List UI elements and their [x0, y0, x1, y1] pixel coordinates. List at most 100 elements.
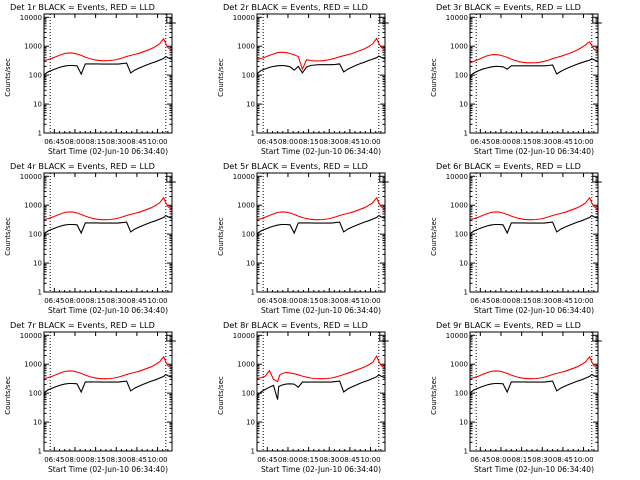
y-tick-label: 1 [38, 289, 42, 297]
interval-bracket-marker [592, 332, 602, 342]
y-tick-label: 100 [455, 72, 468, 80]
detector-panel: Det 7r BLACK = Events, RED = LLD Counts/s… [4, 320, 176, 474]
y-tick-label: 100 [242, 72, 255, 80]
y-tick-label: 1 [38, 448, 42, 456]
y-tick-label: 1000 [450, 43, 468, 51]
y-tick-label: 10000 [20, 14, 42, 22]
x-tick-label: 08:45 [340, 138, 360, 146]
events-series-line [257, 55, 385, 79]
x-tick-label: 08:00 [491, 138, 511, 146]
plot-frame [256, 172, 386, 293]
interval-bracket-marker [379, 332, 389, 342]
y-tick-label: 10000 [446, 332, 468, 340]
interval-bracket-marker [166, 173, 176, 183]
panel-title: Det 8r BLACK = Events, RED = LLD [223, 320, 368, 330]
y-tick-label: 1 [251, 289, 255, 297]
events-series-line [44, 373, 172, 398]
y-tick-label: 100 [29, 72, 42, 80]
y-tick-label: 100 [29, 231, 42, 239]
panel-title: Det 5r BLACK = Events, RED = LLD [223, 161, 368, 171]
x-tick-label: 08:15 [86, 456, 106, 464]
x-tick-label: 08:45 [127, 456, 147, 464]
y-tick-label: 10000 [446, 14, 468, 22]
panel-title: Det 7r BLACK = Events, RED = LLD [10, 320, 155, 330]
plot-frame [469, 13, 599, 134]
y-tick-label: 10 [246, 260, 255, 268]
panel-title: Det 1r BLACK = Events, RED = LLD [10, 2, 155, 12]
x-tick-label: 08:00 [491, 297, 511, 305]
y-axis-label: Counts/sec [430, 376, 438, 415]
x-axis-label: Start Time (02-Jun-10 06:34:40) [48, 147, 168, 156]
y-tick-label: 100 [242, 390, 255, 398]
lld-series-line [257, 355, 385, 383]
detector-panel: Det 5r BLACK = Events, RED = LLD Counts/s… [217, 161, 389, 315]
x-tick-label: 08:45 [340, 297, 360, 305]
interval-bracket-marker [166, 332, 176, 342]
x-tick-label: 10:00 [360, 138, 380, 146]
plot-frame [256, 331, 386, 452]
y-tick-label: 10 [33, 260, 42, 268]
events-series-line [257, 214, 385, 239]
y-tick-label: 1 [251, 448, 255, 456]
plot-frame [43, 331, 173, 452]
x-tick-label: 08:30 [106, 297, 126, 305]
y-axis-label: Counts/sec [4, 217, 12, 256]
x-tick-label: 08:15 [86, 297, 106, 305]
y-tick-label: 1000 [237, 43, 255, 51]
x-axis-label: Start Time (02-Jun-10 06:34:40) [261, 465, 381, 474]
y-tick-label: 10000 [446, 173, 468, 181]
y-tick-label: 100 [29, 390, 42, 398]
y-axis-label: Counts/sec [430, 58, 438, 97]
lld-series-line [44, 37, 172, 62]
panel-title: Det 9r BLACK = Events, RED = LLD [436, 320, 581, 330]
detector-panel: Det 1r BLACK = Events, RED = LLD Counts/s… [4, 2, 176, 156]
x-tick-label: 08:00 [65, 456, 85, 464]
detector-panel: Det 6r BLACK = Events, RED = LLD Counts/s… [430, 161, 602, 315]
y-tick-label: 10 [459, 260, 468, 268]
x-tick-label: 08:00 [278, 456, 298, 464]
x-tick-label: 08:30 [532, 456, 552, 464]
events-series-line [44, 55, 172, 80]
x-tick-label: 08:45 [553, 456, 573, 464]
x-axis-label: Start Time (02-Jun-10 06:34:40) [474, 465, 594, 474]
x-tick-label: 08:15 [512, 456, 532, 464]
plot-frame [469, 331, 599, 452]
x-tick-label: 10:00 [360, 297, 380, 305]
y-tick-label: 100 [455, 231, 468, 239]
lld-series-line [470, 41, 598, 64]
x-tick-label: 08:45 [340, 456, 360, 464]
x-tick-label: 08:00 [278, 138, 298, 146]
y-tick-label: 10000 [20, 173, 42, 181]
y-tick-label: 10 [246, 101, 255, 109]
y-tick-label: 1000 [24, 202, 42, 210]
interval-bracket-marker [592, 14, 602, 24]
x-tick-label: 10:00 [147, 456, 167, 464]
panel-title: Det 4r BLACK = Events, RED = LLD [10, 161, 155, 171]
lld-series-line [470, 196, 598, 221]
detector-panel: Det 4r BLACK = Events, RED = LLD Counts/s… [4, 161, 176, 315]
y-tick-label: 1000 [24, 361, 42, 369]
x-axis-label: Start Time (02-Jun-10 06:34:40) [261, 147, 381, 156]
detector-panel: Det 8r BLACK = Events, RED = LLD Counts/s… [217, 320, 389, 474]
y-tick-label: 10000 [233, 173, 255, 181]
x-tick-label: 08:45 [553, 138, 573, 146]
interval-bracket-marker [379, 173, 389, 183]
x-tick-label: 06:45 [257, 456, 277, 464]
x-tick-label: 08:30 [532, 138, 552, 146]
x-axis-label: Start Time (02-Jun-10 06:34:40) [48, 306, 168, 315]
plot-frame [469, 172, 599, 293]
x-tick-label: 06:45 [470, 297, 490, 305]
x-tick-label: 08:15 [512, 297, 532, 305]
x-tick-label: 08:00 [65, 138, 85, 146]
x-axis-label: Start Time (02-Jun-10 06:34:40) [261, 306, 381, 315]
x-tick-label: 10:00 [573, 138, 593, 146]
y-tick-label: 10000 [20, 332, 42, 340]
y-tick-label: 10 [33, 419, 42, 427]
y-axis-label: Counts/sec [430, 217, 438, 256]
y-tick-label: 1 [464, 130, 468, 138]
panel-title: Det 2r BLACK = Events, RED = LLD [223, 2, 368, 12]
x-tick-label: 06:45 [470, 138, 490, 146]
x-tick-label: 08:30 [532, 297, 552, 305]
plot-frame [43, 13, 173, 134]
y-tick-label: 100 [242, 231, 255, 239]
